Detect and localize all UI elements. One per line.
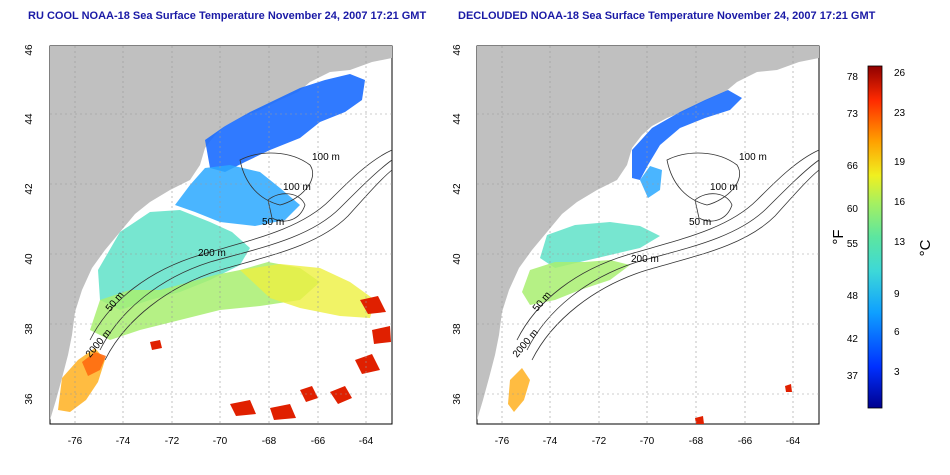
lat-tick: 44	[24, 113, 35, 125]
contour-label: 200 m	[631, 254, 659, 265]
c-tick: 3	[894, 367, 900, 378]
left-map-grid	[50, 46, 392, 424]
left-map-land	[50, 46, 392, 420]
lat-tick: 42	[452, 183, 463, 195]
f-tick: 42	[847, 334, 859, 345]
lat-tick: 46	[24, 44, 35, 56]
lon-tick: -68	[689, 436, 704, 447]
contour-label: 50 m	[689, 217, 711, 228]
lon-tick: -66	[311, 436, 326, 447]
lon-tick: -70	[640, 436, 655, 447]
lon-tick: -70	[213, 436, 228, 447]
right-map-grid	[477, 46, 819, 424]
contour-label: 100 m	[739, 152, 767, 163]
right-lat-ticks: 46 44 42 40 38 36	[452, 44, 463, 405]
lon-tick: -72	[592, 436, 607, 447]
lat-tick: 46	[452, 44, 463, 56]
lat-tick: 40	[24, 253, 35, 265]
contour-label: 100 m	[710, 182, 738, 193]
left-map-title: RU COOL NOAA-18 Sea Surface Temperature …	[28, 10, 427, 22]
lon-tick: -64	[359, 436, 374, 447]
lon-tick: -76	[495, 436, 510, 447]
right-map-panel: 100 m 100 m 50 m 200 m 50 m 2000 m	[476, 45, 820, 425]
c-tick: 23	[894, 108, 906, 119]
lon-tick: -74	[543, 436, 558, 447]
contour-label: 100 m	[312, 152, 340, 163]
right-lon-ticks: -76 -74 -72 -70 -68 -66 -64	[495, 436, 801, 447]
c-tick: 16	[894, 197, 906, 208]
contour-label: 100 m	[283, 182, 311, 193]
left-lat-ticks: 46 44 42 40 38 36	[24, 44, 35, 405]
left-map-contours	[89, 149, 393, 361]
lat-tick: 38	[24, 323, 35, 335]
left-map-panel: 100 m 100 m 50 m 200 m 50 m 2000 m	[49, 45, 393, 425]
colorbar: 78 73 66 60 55 48 42 37 26 23 19 16 13 9…	[830, 65, 934, 409]
lat-tick: 44	[452, 113, 463, 125]
lat-tick: 36	[452, 393, 463, 405]
lon-tick: -66	[738, 436, 753, 447]
colorbar-gradient	[867, 65, 883, 409]
colorbar-c-ticks: 26 23 19 16 13 9 6 3	[894, 68, 906, 378]
f-tick: 60	[847, 204, 859, 215]
contour-label: 200 m	[198, 248, 226, 259]
lat-tick: 38	[452, 323, 463, 335]
lon-tick: -64	[786, 436, 801, 447]
fahrenheit-label: °F	[830, 229, 847, 244]
f-tick: 66	[847, 161, 859, 172]
f-tick: 78	[847, 72, 859, 83]
colorbar-f-ticks: 78 73 66 60 55 48 42 37	[847, 72, 859, 382]
right-map-contours	[516, 149, 820, 361]
left-lon-ticks: -76 -74 -72 -70 -68 -66 -64	[68, 436, 374, 447]
contour-label: 50 m	[262, 217, 284, 228]
left-map-sst-field	[58, 74, 391, 420]
lon-tick: -72	[165, 436, 180, 447]
right-map-sst-field	[508, 90, 792, 424]
f-tick: 55	[847, 239, 859, 250]
lon-tick: -74	[116, 436, 131, 447]
c-tick: 19	[894, 157, 906, 168]
f-tick: 37	[847, 371, 859, 382]
lat-tick: 36	[24, 393, 35, 405]
c-tick: 26	[894, 68, 906, 79]
c-tick: 13	[894, 237, 906, 248]
c-tick: 6	[894, 327, 900, 338]
celsius-label: °C	[917, 239, 934, 256]
lat-tick: 40	[452, 253, 463, 265]
f-tick: 73	[847, 109, 859, 120]
c-tick: 9	[894, 289, 900, 300]
lon-tick: -76	[68, 436, 83, 447]
right-map-land	[477, 46, 819, 420]
lon-tick: -68	[262, 436, 277, 447]
lat-tick: 42	[24, 183, 35, 195]
right-map-title: DECLOUDED NOAA-18 Sea Surface Temperatur…	[458, 10, 876, 22]
f-tick: 48	[847, 291, 859, 302]
